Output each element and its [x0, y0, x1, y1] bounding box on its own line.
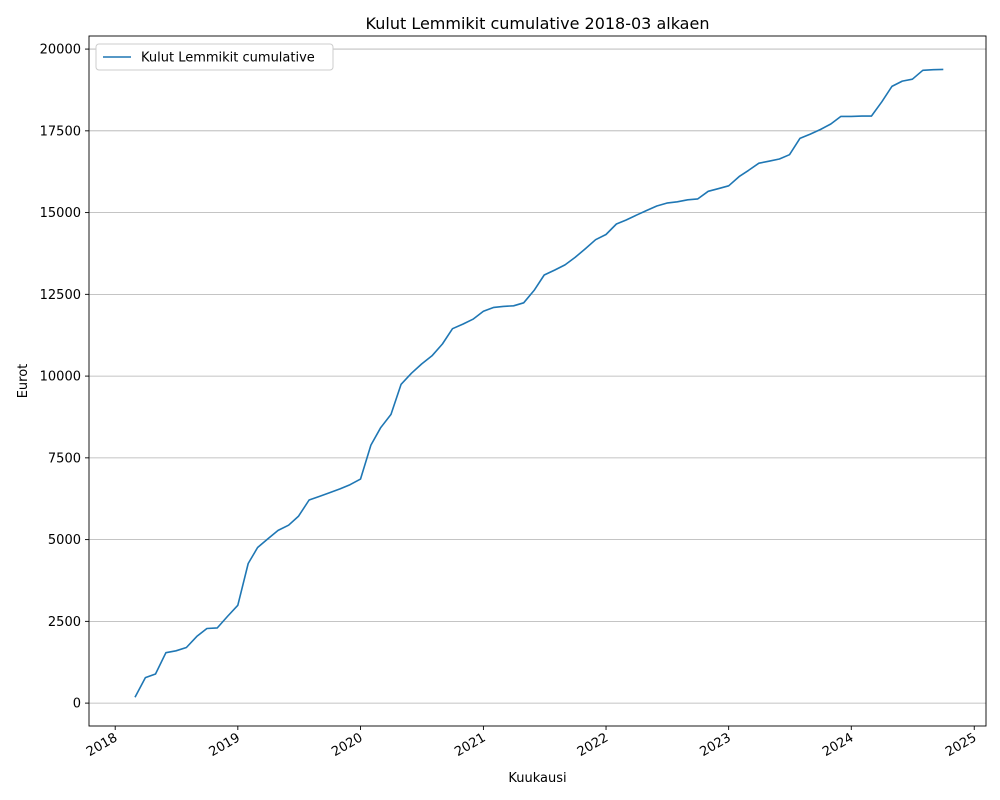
legend: Kulut Lemmikit cumulative: [95, 43, 334, 71]
y-tick-label: 12500: [40, 288, 81, 303]
series-layer: [134, 68, 944, 698]
y-tick-label: 5000: [48, 533, 81, 548]
y-tick-label: 10000: [40, 370, 81, 385]
chart-title: Kulut Lemmikit cumulative 2018-03 alkaen: [366, 14, 710, 33]
y-tick-label: 7500: [48, 451, 81, 466]
y-tick-label: 17500: [40, 124, 81, 139]
y-tick-label: 15000: [40, 206, 81, 221]
y-tick-label: 20000: [40, 43, 81, 58]
legend-box: [95, 43, 334, 71]
y-tick-label: 0: [73, 697, 81, 712]
y-axis: 0 2500 5000 7500 10000 12500 15000 17500 20000: [40, 43, 89, 712]
plot-area: [89, 36, 986, 726]
y-tick-label: 2500: [48, 615, 81, 630]
legend-label: Kulut Lemmikit cumulative: [141, 51, 315, 66]
series-line: [134, 68, 944, 698]
y-axis-label: Eurot: [16, 364, 31, 399]
x-axis-label: Kuukausi: [508, 771, 566, 786]
plot-frame: [88, 35, 987, 727]
